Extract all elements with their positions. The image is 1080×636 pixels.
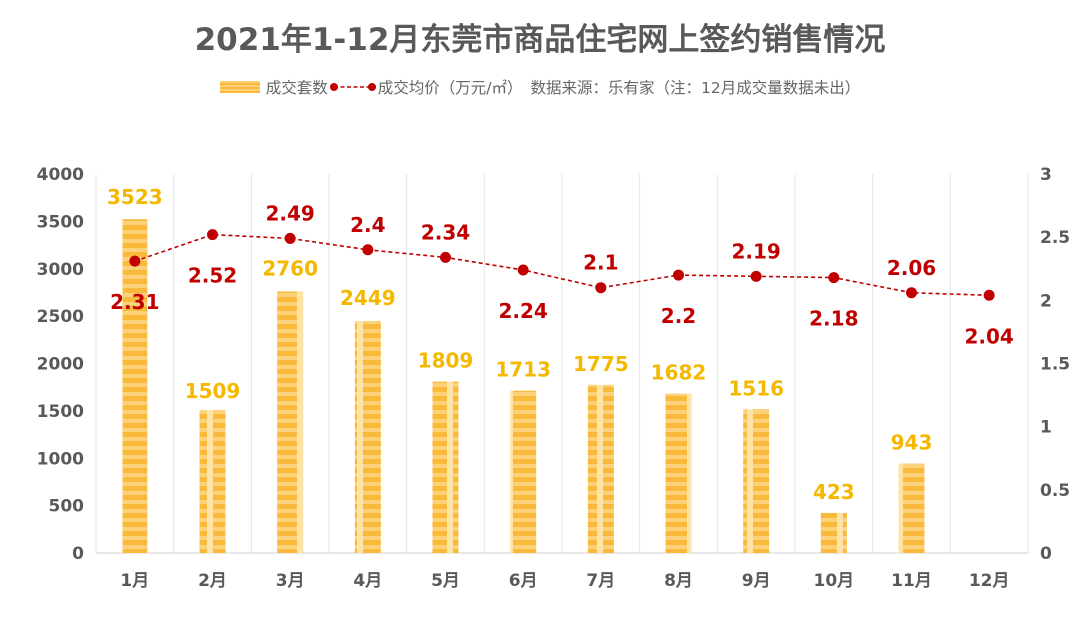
- y-left-tick-label: 0: [72, 544, 84, 564]
- legend-line-label: 成交均价（万元/㎡）: [377, 79, 523, 97]
- y-left-tick-label: 500: [49, 497, 85, 517]
- bar: [665, 393, 692, 553]
- x-tick-label: 9月: [742, 571, 771, 591]
- price-point: [207, 229, 218, 241]
- bar: [510, 390, 537, 553]
- price-point: [983, 289, 995, 301]
- bar-value-label: 1775: [573, 352, 629, 376]
- bar-value-label: 2449: [340, 286, 396, 310]
- y-left-tick-label: 1000: [37, 449, 84, 469]
- x-tick-label: 7月: [586, 571, 615, 591]
- bar: [199, 410, 226, 553]
- bar: [743, 409, 770, 553]
- price-point: [517, 264, 529, 276]
- x-tick-label: 12月: [969, 571, 1010, 591]
- x-tick-label: 11月: [891, 571, 932, 591]
- price-point: [673, 269, 684, 281]
- bar: [277, 291, 304, 553]
- source-note: 数据来源：乐有家（注：12月成交量数据未出）: [530, 79, 861, 97]
- y-right-tick-label: 1: [1040, 418, 1052, 438]
- y-right-tick-label: 2: [1040, 291, 1052, 311]
- bar-value-label: 423: [813, 480, 855, 504]
- legend-line-swatch: [329, 83, 376, 91]
- price-value-label: 2.06: [887, 256, 936, 280]
- price-value-label: 2.24: [498, 299, 547, 323]
- y-right-tick-label: 3: [1040, 165, 1052, 185]
- price-point: [284, 232, 296, 244]
- price-point: [129, 255, 141, 267]
- legend-bar-label: 成交套数: [265, 79, 328, 97]
- price-value-label: 2.19: [731, 239, 780, 263]
- x-tick-label: 1月: [120, 571, 149, 591]
- price-value-label: 2.18: [809, 307, 858, 331]
- bar-value-label: 1713: [495, 358, 551, 382]
- y-left-tick-label: 2000: [37, 355, 84, 375]
- bar-value-label: 2760: [262, 256, 318, 280]
- price-value-label: 2.4: [350, 213, 385, 237]
- chart-legend: 成交套数 成交均价（万元/㎡） 数据来源：乐有家（注：12月成交量数据未出）: [0, 76, 1080, 98]
- y-left-tick-label: 1500: [37, 402, 84, 422]
- price-value-label: 2.2: [661, 304, 696, 328]
- price-point: [595, 282, 607, 294]
- x-tick-label: 6月: [509, 571, 538, 591]
- x-tick-label: 3月: [276, 571, 305, 591]
- y-right-tick-label: 0: [1040, 544, 1052, 564]
- bar: [898, 463, 925, 553]
- price-line: [134, 233, 990, 297]
- x-tick-label: 8月: [664, 571, 693, 591]
- price-value-label: 2.49: [265, 201, 314, 225]
- x-tick-label: 10月: [813, 571, 854, 591]
- price-value-label: 2.04: [964, 324, 1013, 348]
- bar-value-label: 1516: [728, 376, 784, 400]
- y-right-tick-label: 0.5: [1040, 481, 1070, 501]
- bar: [121, 219, 148, 554]
- price-point: [906, 287, 917, 299]
- y-right-tick-label: 1.5: [1040, 355, 1070, 375]
- legend-bar-swatch: [219, 81, 260, 93]
- x-tick-label: 5月: [431, 571, 460, 591]
- x-tick-label: 4月: [353, 571, 382, 591]
- bar: [820, 512, 847, 553]
- bar: [432, 381, 459, 553]
- price-value-label: 2.1: [583, 251, 618, 275]
- y-left-tick-label: 3500: [37, 212, 84, 232]
- bar-value-label: 943: [891, 431, 933, 455]
- price-point: [440, 251, 451, 263]
- price-point: [750, 270, 762, 282]
- price-point: [362, 244, 374, 256]
- price-value-label: 2.52: [188, 264, 237, 288]
- x-tick-label: 2月: [198, 571, 227, 591]
- bar-value-label: 1809: [418, 349, 474, 373]
- price-value-label: 2.34: [421, 220, 470, 244]
- price-value-label: 2.31: [110, 290, 159, 314]
- y-left-tick-label: 3000: [37, 260, 84, 280]
- bar: [587, 384, 614, 553]
- bar-value-label: 3523: [107, 185, 163, 209]
- y-right-tick-label: 2.5: [1040, 228, 1070, 248]
- bar-value-label: 1682: [651, 361, 707, 385]
- chart-title: 2021年1-12月东莞市商品住宅网上签约销售情况: [194, 22, 886, 58]
- bar: [354, 320, 381, 553]
- y-left-tick-label: 4000: [37, 165, 84, 185]
- y-left-tick-label: 2500: [37, 307, 84, 327]
- price-point: [828, 272, 840, 284]
- bar-value-label: 1509: [185, 379, 241, 403]
